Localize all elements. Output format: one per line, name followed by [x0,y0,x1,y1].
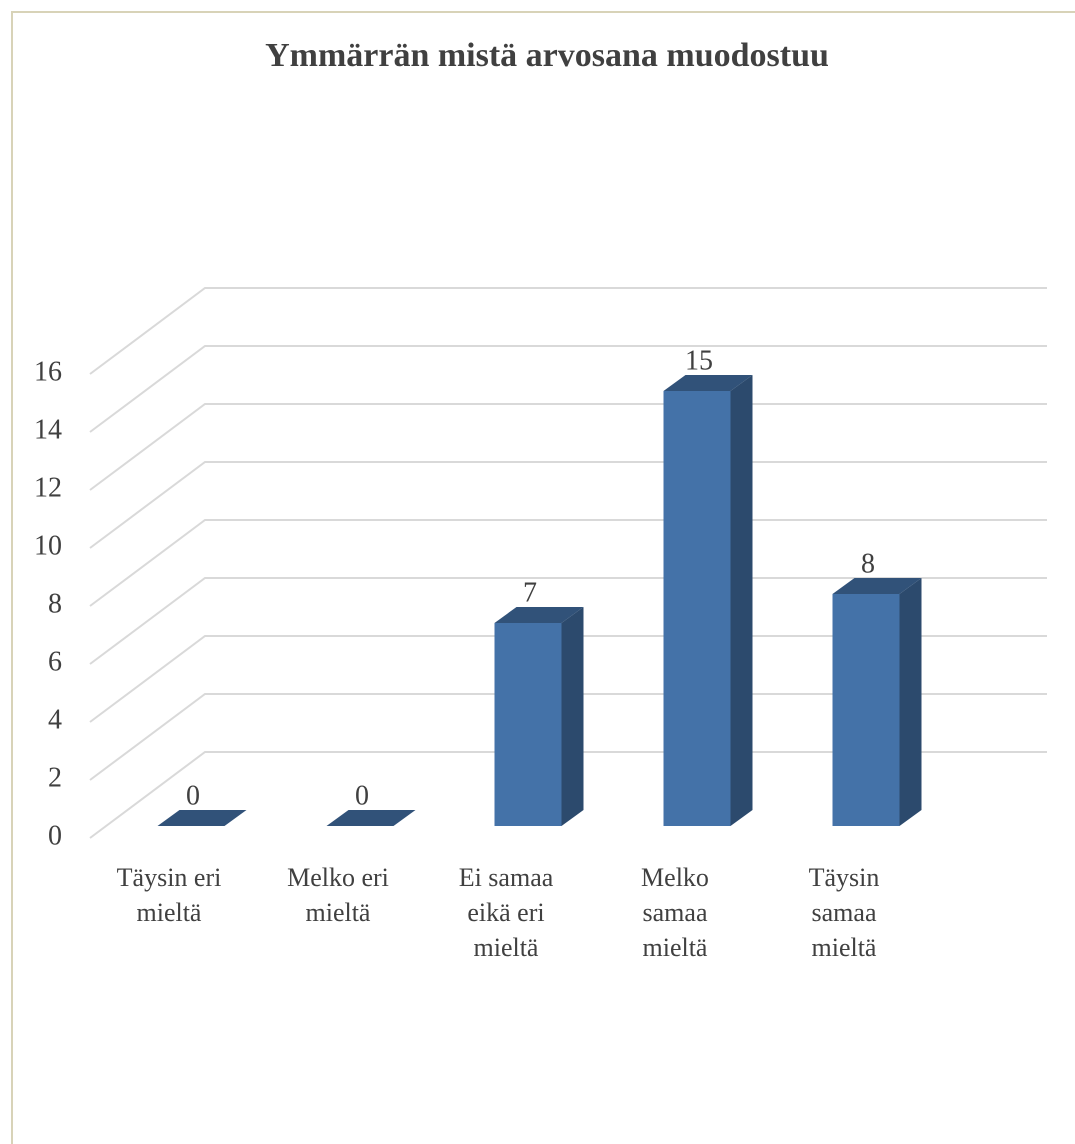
data-label: 7 [523,577,537,608]
y-tick-label: 10 [34,530,62,561]
y-tick-label: 16 [34,356,62,387]
grid-line [89,751,1047,839]
bar [326,810,416,826]
bar [157,810,247,826]
grid-line [89,345,1047,433]
data-label: 8 [861,548,875,579]
y-tick-label: 2 [48,762,62,793]
bar-side [899,578,922,826]
bar-top [832,578,922,594]
y-tick-label: 14 [34,414,62,445]
grid-line [89,577,1047,665]
bar-top [157,810,247,826]
grid-line [89,403,1047,491]
bar [663,375,753,826]
x-tick-label: Melko samaa mieltä [641,863,709,962]
bar-front [663,391,731,826]
x-tick-label: Melko eri mieltä [287,863,389,927]
bar-top [663,375,753,391]
grid-line [89,693,1047,781]
data-label: 15 [685,345,713,376]
bar-side [561,607,584,826]
data-label: 0 [186,780,200,811]
x-tick-label: Täysin samaa mieltä [809,863,880,962]
y-tick-label: 12 [34,472,62,503]
chart-title: Ymmärrän mistä arvosana muodostuu [265,37,829,74]
bar-front [494,623,562,826]
grid-line [89,287,1047,375]
bar [832,578,922,826]
bar [494,607,584,826]
y-tick-label: 0 [48,820,62,851]
chart-border [11,11,1075,1144]
bar-top [326,810,416,826]
y-tick-label: 6 [48,646,62,677]
grid-line [89,635,1047,723]
data-label: 0 [355,780,369,811]
bar-front [832,594,900,826]
grid-line [89,519,1047,607]
x-tick-label: Ei samaa eikä eri mieltä [459,863,554,962]
bar-side [730,375,753,826]
y-tick-label: 8 [48,588,62,619]
bar-top [494,607,584,623]
x-tick-label: Täysin eri mieltä [117,863,222,927]
grid-line [89,461,1047,549]
y-tick-label: 4 [48,704,62,735]
